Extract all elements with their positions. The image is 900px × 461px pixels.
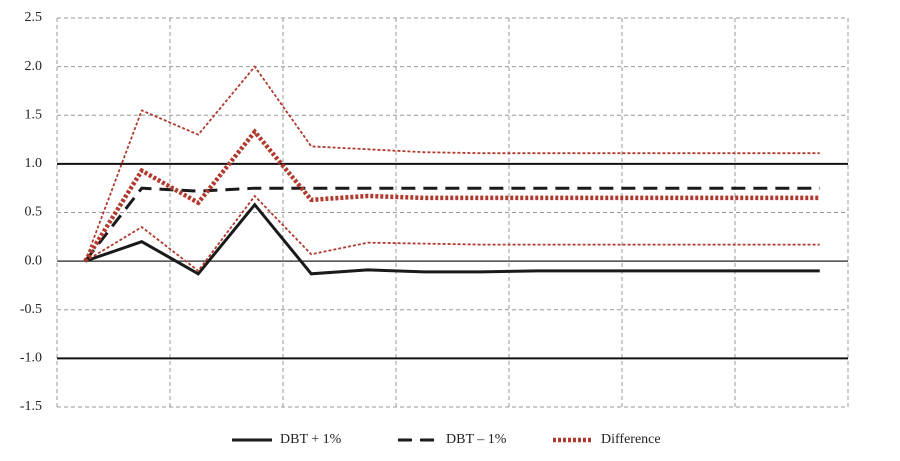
y-tick-label: -0.5 bbox=[20, 302, 42, 317]
legend-label: Difference bbox=[601, 432, 661, 447]
y-tick-label: 1.5 bbox=[25, 107, 43, 122]
y-tick-label: 0.5 bbox=[25, 205, 43, 220]
y-tick-label: 1.0 bbox=[25, 156, 43, 171]
legend-label: DBT – 1% bbox=[446, 432, 507, 447]
y-tick-label: -1.5 bbox=[20, 399, 42, 414]
series-line bbox=[84, 202, 820, 276]
series-line bbox=[84, 65, 820, 262]
y-tick-label: 2.5 bbox=[25, 10, 43, 25]
series-line bbox=[83, 128, 820, 263]
series-line bbox=[84, 194, 820, 273]
y-tick-label: -1.0 bbox=[20, 351, 42, 366]
y-tick-label: 2.0 bbox=[25, 59, 43, 74]
legend-label: DBT + 1% bbox=[280, 432, 342, 447]
y-tick-label: 0.0 bbox=[25, 253, 43, 268]
